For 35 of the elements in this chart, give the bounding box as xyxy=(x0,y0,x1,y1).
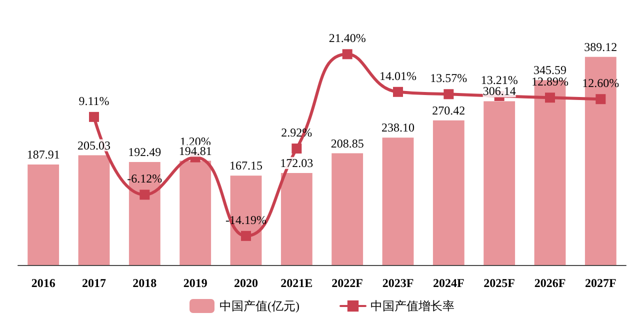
data-label: 12.60% xyxy=(582,76,620,90)
legend-label: 中国产值(亿元) xyxy=(220,299,300,313)
data-label: 187.91 xyxy=(26,147,60,162)
data-label: 345.59 xyxy=(534,63,566,78)
data-label: 14.01% xyxy=(380,68,416,83)
data-label: 167.15 xyxy=(230,158,262,173)
data-label: 389.12 xyxy=(584,40,618,54)
data-label: 13.57% xyxy=(430,71,468,86)
legend-label: 中国产值增长率 xyxy=(370,299,454,313)
x-tick-label: 2025F xyxy=(484,276,516,290)
x-tick-label: 2026F xyxy=(534,276,566,290)
data-label: 205.03 xyxy=(78,138,110,152)
data-label: 238.10 xyxy=(382,120,414,135)
x-tick-label: 2022F xyxy=(332,276,364,290)
data-label: 172.03 xyxy=(280,156,314,170)
x-tick-label: 2019 xyxy=(183,276,208,290)
x-tick-label: 2027F xyxy=(584,276,616,290)
data-label: 306.14 xyxy=(482,84,516,98)
x-tick-label: 2024F xyxy=(432,276,464,290)
data-label: 13.21% xyxy=(480,73,518,87)
data-label: 208.85 xyxy=(330,136,364,150)
x-tick-label: 2021E xyxy=(280,276,313,290)
data-label: -14.19% xyxy=(226,212,266,227)
data-label: 21.40% xyxy=(328,31,366,46)
data-label: 12.89% xyxy=(532,74,568,89)
x-tick-label: 2023F xyxy=(382,276,414,290)
data-label: 9.11% xyxy=(78,94,110,108)
x-tick-label: 2020 xyxy=(234,276,258,290)
x-tick-label: 2018 xyxy=(132,276,157,290)
x-tick-label: 2017 xyxy=(82,276,106,290)
x-tick-label: 2016 xyxy=(31,276,56,290)
data-label: 192.49 xyxy=(128,145,162,160)
data-label: 270.42 xyxy=(432,103,466,118)
data-label: -6.12% xyxy=(127,172,162,186)
data-label: 194.81 xyxy=(178,144,212,158)
